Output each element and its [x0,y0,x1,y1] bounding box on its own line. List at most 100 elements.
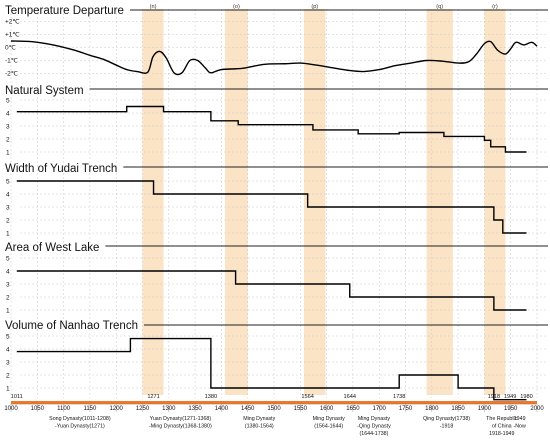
step-line [16,270,527,311]
axis-tick-label: 1100 [57,406,71,412]
y-tick-label: 5 [6,98,10,105]
panel-title: Width of Yudai Trench [5,163,117,175]
axis-tick-label: 1050 [31,406,45,412]
highlight-bands: (n) (o) (p) (q) (r) [142,4,506,395]
step-line [16,337,527,401]
event-year-label: 1738 [393,394,405,400]
period-label: (n) [150,4,157,10]
axis-tick-label: 1250 [136,406,150,412]
event-year-label: 1271 [147,394,159,400]
y-tick-label: 5 [6,334,10,341]
y-tick-label: 5 [6,256,10,263]
dynasty-line: Yuan Dynasty(1271-1368) [150,416,212,422]
y-tick-label: 1 [6,150,10,157]
dynasty-label: Yuan Dynasty(1271-1368) -Ming Dynasty(136… [149,416,212,430]
axis-tick-label: 1750 [399,406,413,412]
event-year-label: 1644 [344,394,356,400]
time-axis: 1011 1271 1380 1564 1644 1738 1918 1949 1980 1000… [4,394,544,437]
y-tick-label: 4 [6,192,10,199]
axis-tick-label: 1200 [110,406,124,412]
y-tick-label: 1 [6,308,10,315]
axis-bar [11,401,537,404]
dynasty-label: Qing Dynasty(1738) -1918 [423,416,470,430]
event-year-label: 1380 [205,394,217,400]
y-tick-label: 2 [6,295,10,302]
y-tick-label: 3 [6,282,10,289]
axis-tick-label: 1550 [294,406,308,412]
y-tick-label: 4 [6,111,10,118]
event-year-label: 1949 [504,394,516,400]
y-tick-label: 2 [6,218,10,225]
dynasty-line: 1918-1949 [489,431,514,437]
period-label: (p) [311,4,318,10]
dynasty-line: 1949 [514,416,526,422]
panels: Temperature Departure +2℃ +1℃ 0℃ -1℃ -2℃ Natur… [5,5,548,401]
panel-west-lake: Area of West Lake 5 4 3 2 1 [5,242,548,315]
panel-title: Volume of Nanhao Trench [5,320,138,332]
dynasty-line: -1918 [440,424,454,430]
y-tick-label: 4 [6,347,10,354]
axis-tick-label: 1900 [478,406,492,412]
period-label: (o) [233,4,240,10]
dynasty-label: 1949 -Now [513,416,526,430]
dynasty-line: (1380-1564) [245,424,274,430]
y-tick-label: -2℃ [5,71,19,78]
axis-tick-label: 1600 [320,406,334,412]
panel-nanhao-trench: Volume of Nanhao Trench 5 4 3 2 1 [5,320,548,401]
y-tick-label: 4 [6,269,10,276]
dynasty-line: -Yuan Dynasty(1271) [55,424,105,430]
dynasty-line: The Republic [486,416,518,422]
period-label: (q) [436,4,443,10]
axis-tick-label: 2000 [530,406,544,412]
axis-tick-label: 1000 [4,406,18,412]
axis-tick-label: 1400 [215,406,229,412]
dynasty-line: Qing Dynasty(1738) [423,416,470,422]
panel-title: Natural System [5,85,84,97]
axis-tick-label: 1850 [451,406,465,412]
panel-temperature: Temperature Departure +2℃ +1℃ 0℃ -1℃ -2℃ [5,5,548,78]
axis-tick-label: 1300 [162,406,176,412]
dashed-grid [10,9,538,398]
y-tick-label: 1 [6,231,10,238]
dynasty-line: (1644-1738) [360,431,389,437]
dynasty-line: Ming Dynasty [313,416,345,422]
panel-title: Temperature Departure [5,5,124,17]
axis-tick-label: 1950 [504,406,518,412]
highlight-band [303,9,326,395]
y-tick-label: +2℃ [5,19,20,26]
dynasty-line: -Ming Dynasty(1368-1380) [149,424,212,430]
dynasty-label: Song Dynasty(1011-1208) -Yuan Dynasty(127… [49,416,111,430]
dynasty-line: Ming Dynasty [358,416,390,422]
axis-tick-label: 1150 [83,406,97,412]
step-line [16,180,527,234]
axis-tick-label: 1700 [373,406,387,412]
axis-tick-label: 1500 [267,406,281,412]
dynasty-line: -Now [513,424,526,430]
dynasty-line: (1564-1644) [314,424,343,430]
highlight-band [484,9,506,395]
dynasty-line: -Qing Dynasty [357,424,391,430]
y-tick-label: 1 [6,386,10,393]
axis-tick-label: 1650 [346,406,360,412]
y-tick-label: 2 [6,373,10,380]
event-year-label: 1918 [488,394,500,400]
dynasty-label: Ming Dynasty -Qing Dynasty(1644-1738) [357,416,391,437]
y-tick-label: 3 [6,124,10,131]
dynasty-label: Ming Dynasty (1564-1644) [313,416,345,430]
axis-tick-label: 1450 [241,406,255,412]
axis-tick-label: 1800 [425,406,439,412]
highlight-band [225,9,248,395]
dynasty-line: of China [492,424,512,430]
panel-yudai-trench: Width of Yudai Trench 5 4 3 2 1 [5,163,548,238]
y-tick-label: 3 [6,205,10,212]
y-tick-label: 2 [6,137,10,144]
y-tick-label: 0℃ [5,45,17,52]
dynasty-label: Ming Dynasty (1380-1564) [243,416,275,430]
event-year-label: 1564 [301,394,313,400]
step-line [16,105,527,153]
dynasty-line: Ming Dynasty [243,416,275,422]
highlight-band [142,9,164,395]
